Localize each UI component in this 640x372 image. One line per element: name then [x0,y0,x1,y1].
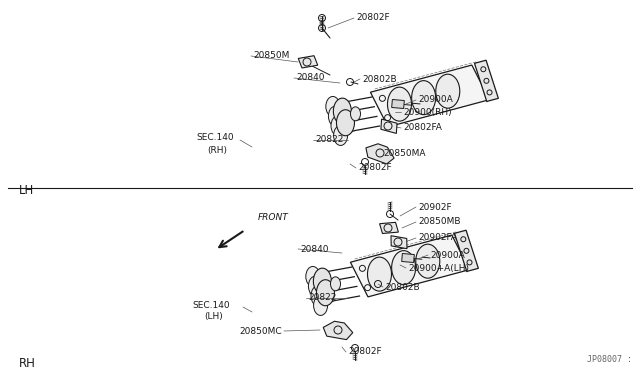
Text: 20900A: 20900A [430,250,465,260]
Polygon shape [298,56,317,68]
Text: 20902F: 20902F [418,202,452,212]
Ellipse shape [333,125,348,145]
Text: RH: RH [19,357,36,370]
Polygon shape [371,65,490,127]
Ellipse shape [331,116,345,136]
Text: FRONT: FRONT [258,214,289,222]
Polygon shape [381,119,397,134]
Polygon shape [351,235,469,297]
Polygon shape [392,99,404,109]
Ellipse shape [308,276,323,296]
Ellipse shape [326,96,340,116]
Text: SEC.140: SEC.140 [196,134,234,142]
Text: SEC.140: SEC.140 [192,301,230,310]
Text: 20802FA: 20802FA [403,124,442,132]
Polygon shape [391,236,407,248]
Text: 20850MC: 20850MC [239,327,282,336]
Ellipse shape [412,81,436,115]
Text: 20850MA: 20850MA [383,150,426,158]
Ellipse shape [328,106,342,126]
Text: 20802B: 20802B [362,74,397,83]
Ellipse shape [416,244,440,278]
Polygon shape [474,60,499,102]
Text: 20802F: 20802F [356,13,390,22]
Text: 20822: 20822 [315,135,344,144]
Ellipse shape [311,286,325,306]
Text: 20822: 20822 [308,294,337,302]
Ellipse shape [330,277,340,291]
Ellipse shape [306,266,320,286]
Text: 20850M: 20850M [253,51,289,61]
Ellipse shape [337,110,355,136]
Text: 20900A: 20900A [418,96,452,105]
Text: 20850MB: 20850MB [418,218,461,227]
Text: 20802F: 20802F [348,347,381,356]
Ellipse shape [351,107,360,121]
Text: JP08007 :: JP08007 : [587,355,632,364]
Ellipse shape [333,98,351,124]
Text: 20900(RH): 20900(RH) [403,108,452,116]
Ellipse shape [367,257,392,291]
Text: 20900+A(LH): 20900+A(LH) [408,263,469,273]
Ellipse shape [436,74,460,108]
Ellipse shape [392,251,415,285]
Ellipse shape [314,268,332,294]
Text: (RH): (RH) [207,145,227,154]
Text: 20802F: 20802F [358,164,392,173]
Ellipse shape [316,280,335,306]
Text: LH: LH [19,184,35,197]
Text: 20840: 20840 [296,74,324,83]
Polygon shape [402,253,414,263]
Polygon shape [366,144,394,164]
Polygon shape [454,230,478,272]
Polygon shape [380,222,398,234]
Ellipse shape [387,87,412,121]
Text: 20802B: 20802B [385,282,420,292]
Text: 20840: 20840 [300,244,328,253]
Text: (LH): (LH) [204,312,223,321]
Polygon shape [323,321,353,340]
Text: 20902FA: 20902FA [418,234,457,243]
Ellipse shape [314,295,328,315]
